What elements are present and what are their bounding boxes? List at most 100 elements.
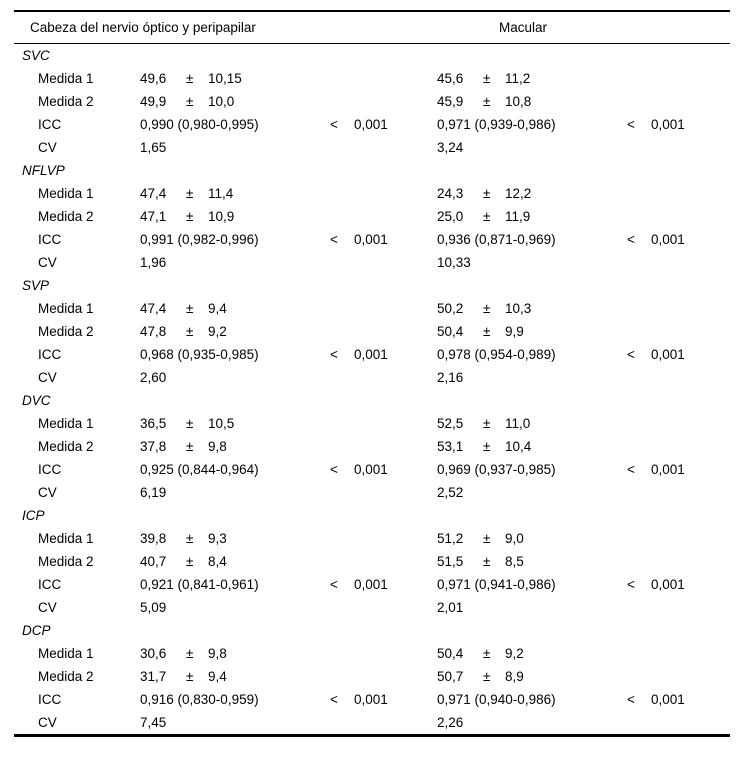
onh-cv-value: 1,65 <box>140 140 167 155</box>
macular-mean: 51,2 <box>437 531 464 546</box>
macular-p-value: 0,001 <box>651 347 685 362</box>
section-row-svc: SVC <box>14 44 730 67</box>
onh-sd: 9,3 <box>208 531 227 546</box>
macular-sd: 10,3 <box>505 301 532 316</box>
onh-icc-value: 0,968 (0,935-0,985) <box>140 347 259 362</box>
row-label: ICC <box>38 692 62 707</box>
plus-minus-sign: ± <box>186 416 194 431</box>
plus-minus-sign: ± <box>483 554 491 569</box>
row-label: Medida 2 <box>38 669 94 684</box>
onh-mean: 49,6 <box>140 71 167 86</box>
section-label: DVC <box>22 393 51 408</box>
row-label: Medida 2 <box>38 554 94 569</box>
onh-icc-value: 0,916 (0,830-0,959) <box>140 692 259 707</box>
table-body: SVC Medida 1 49,6 ±10,15 45,6 ±11,2 Medida 2 49… <box>14 44 730 734</box>
macular-sd: 8,5 <box>505 554 524 569</box>
reproducibility-table: Cabeza del nervio óptico y peripapilar M… <box>14 10 730 737</box>
table-row-cv: CV 1,96 10,33 <box>14 251 730 274</box>
plus-minus-sign: ± <box>483 71 491 86</box>
section-row-dvc: DVC <box>14 389 730 412</box>
macular-sd: 11,9 <box>505 209 531 224</box>
macular-p-sign: < <box>627 692 635 707</box>
table-row-medida-1: Medida 1 47,4 ±11,4 24,3 ±12,2 <box>14 182 730 205</box>
section-label: SVC <box>22 48 50 63</box>
macular-sd: 9,0 <box>505 531 524 546</box>
table-row-icc: ICC 0,916 (0,830-0,959) <0,001 0,971 (0,940… <box>14 688 730 711</box>
onh-icc-value: 0,990 (0,980-0,995) <box>140 117 259 132</box>
plus-minus-sign: ± <box>483 531 491 546</box>
macular-p-value: 0,001 <box>651 232 685 247</box>
macular-p-sign: < <box>627 462 635 477</box>
table-row-medida-2: Medida 2 31,7 ±9,4 50,7 ±8,9 <box>14 665 730 688</box>
onh-mean: 30,6 <box>140 646 167 661</box>
row-label: Medida 2 <box>38 439 94 454</box>
onh-p-sign: < <box>330 347 338 362</box>
macular-mean: 51,5 <box>437 554 464 569</box>
table-row-medida-1: Medida 1 49,6 ±10,15 45,6 ±11,2 <box>14 67 730 90</box>
macular-cv-value: 2,16 <box>437 370 464 385</box>
section-row-dcp: DCP <box>14 619 730 642</box>
row-label: Medida 2 <box>38 209 94 224</box>
row-label: CV <box>38 485 57 500</box>
plus-minus-sign: ± <box>186 94 194 109</box>
table-row-medida-1: Medida 1 36,5 ±10,5 52,5 ±11,0 <box>14 412 730 435</box>
section-row-svp: SVP <box>14 274 730 297</box>
onh-mean: 37,8 <box>140 439 167 454</box>
onh-sd: 9,4 <box>208 301 227 316</box>
plus-minus-sign: ± <box>483 94 491 109</box>
section-row-nflvp: NFLVP <box>14 159 730 182</box>
plus-minus-sign: ± <box>186 439 194 454</box>
macular-sd: 12,2 <box>505 186 532 201</box>
macular-icc-value: 0,978 (0,954-0,989) <box>437 347 556 362</box>
macular-mean: 45,6 <box>437 71 464 86</box>
row-label: CV <box>38 370 57 385</box>
macular-icc-value: 0,969 (0,937-0,985) <box>437 462 556 477</box>
plus-minus-sign: ± <box>186 301 194 316</box>
macular-cv-value: 10,33 <box>437 255 471 270</box>
plus-minus-sign: ± <box>483 324 491 339</box>
macular-sd: 8,9 <box>505 669 524 684</box>
section-label: NFLVP <box>22 163 65 178</box>
onh-sd: 9,8 <box>208 439 227 454</box>
plus-minus-sign: ± <box>483 209 491 224</box>
macular-icc-value: 0,971 (0,939-0,986) <box>437 117 556 132</box>
onh-icc-value: 0,991 (0,982-0,996) <box>140 232 259 247</box>
macular-mean: 25,0 <box>437 209 464 224</box>
column-header-onh-peripapillary: Cabeza del nervio óptico y peripapilar <box>30 20 256 35</box>
onh-mean: 31,7 <box>140 669 167 684</box>
onh-cv-value: 1,96 <box>140 255 167 270</box>
table-row-cv: CV 5,09 2,01 <box>14 596 730 619</box>
onh-sd: 9,2 <box>208 324 227 339</box>
macular-icc-value: 0,971 (0,941-0,986) <box>437 577 556 592</box>
onh-p-sign: < <box>330 692 338 707</box>
plus-minus-sign: ± <box>186 324 194 339</box>
onh-cv-value: 2,60 <box>140 370 167 385</box>
table-row-cv: CV 7,45 2,26 <box>14 711 730 734</box>
macular-p-value: 0,001 <box>651 577 685 592</box>
row-label: Medida 1 <box>38 646 94 661</box>
plus-minus-sign: ± <box>483 646 491 661</box>
row-label: Medida 2 <box>38 324 94 339</box>
onh-mean: 40,7 <box>140 554 167 569</box>
table-row-icc: ICC 0,921 (0,841-0,961) <0,001 0,971 (0,941… <box>14 573 730 596</box>
row-label: ICC <box>38 577 62 592</box>
plus-minus-sign: ± <box>483 439 491 454</box>
macular-sd: 9,2 <box>505 646 524 661</box>
row-label: Medida 1 <box>38 531 94 546</box>
onh-mean: 36,5 <box>140 416 167 431</box>
onh-cv-value: 5,09 <box>140 600 167 615</box>
table-row-medida-1: Medida 1 47,4 ±9,4 50,2 ±10,3 <box>14 297 730 320</box>
macular-icc-value: 0,936 (0,871-0,969) <box>437 232 556 247</box>
onh-icc-value: 0,925 (0,844-0,964) <box>140 462 259 477</box>
macular-p-sign: < <box>627 232 635 247</box>
macular-p-sign: < <box>627 347 635 362</box>
table-row-medida-2: Medida 2 37,8 ±9,8 53,1 ±10,4 <box>14 435 730 458</box>
onh-p-sign: < <box>330 117 338 132</box>
column-header-macular: Macular <box>499 20 548 35</box>
macular-cv-value: 2,01 <box>437 600 464 615</box>
macular-mean: 52,5 <box>437 416 464 431</box>
plus-minus-sign: ± <box>186 669 194 684</box>
plus-minus-sign: ± <box>186 646 194 661</box>
section-label: SVP <box>22 278 50 293</box>
macular-sd: 11,0 <box>505 416 531 431</box>
